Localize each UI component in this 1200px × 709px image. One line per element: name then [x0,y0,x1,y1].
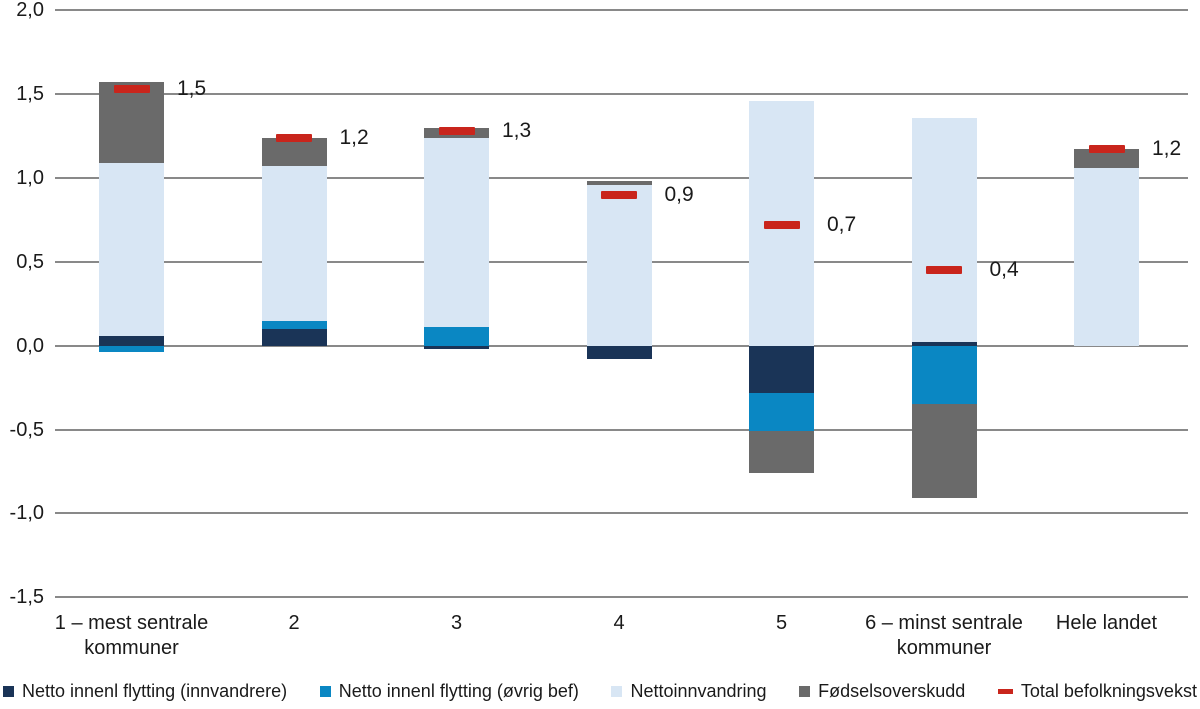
bar-segment [911,117,977,343]
x-category-label: 4 [613,612,625,634]
y-tick-label: -1,0 [9,502,44,525]
y-tick-label: 2,0 [16,0,44,22]
total-marker [438,127,475,136]
bar-segment [1074,167,1139,346]
bar-segment [749,431,814,474]
gridline [55,93,1188,96]
x-category-label: 3 [450,612,463,634]
legend-label: Netto innenl flytting (innvandrere) [22,681,288,701]
bar-segment [586,181,652,185]
x-category-label: 1 – mest sentrale kommuner [54,612,209,659]
legend-square-swatch [799,685,811,697]
legend-dash-swatch [997,688,1013,694]
total-marker [926,266,962,275]
legend-item: Fødselsoverskudd [799,680,965,702]
bar-segment [911,342,977,346]
y-tick-label: 0,0 [16,334,44,357]
gridline [55,512,1188,515]
bar-segment [911,345,977,405]
bar-segment [424,327,489,346]
x-category-label: 6 – minst sentrale kommuner [865,612,1023,659]
bar-segment [749,345,814,393]
total-value-label: 1,3 [502,119,532,143]
legend-label: Fødselsoverskudd [818,681,966,701]
total-value-label: 0,9 [664,182,694,206]
gridline [55,596,1188,599]
bar-segment [586,184,652,346]
legend-item: Netto innenl flytting (øvrig bef) [319,680,579,702]
bar-segment [1074,149,1139,168]
y-tick-label: -0,5 [9,418,44,441]
legend-item: Netto innenl flytting (innvandrere) [3,680,287,702]
legend-label: Nettoinnvandring [630,681,767,701]
bar-segment [99,82,164,163]
bar-segment [424,345,489,350]
total-marker [1088,145,1125,154]
y-tick-label: 0,5 [16,250,44,273]
bar-segment [99,345,164,353]
legend: Netto innenl flytting (innvandrere) Netto… [0,680,1200,702]
bar-segment [261,166,327,321]
total-marker [113,85,150,94]
legend-label: Total befolkningsvekst [1020,681,1197,701]
bar-segment [424,137,489,328]
y-tick-label: -1,5 [9,586,44,609]
bar-segment [261,137,327,167]
gridline [55,428,1188,431]
total-marker [763,220,800,229]
total-marker [601,190,637,199]
total-value-label: 1,2 [1152,137,1182,161]
bar-segment [749,392,814,432]
total-marker [276,133,312,142]
legend-label: Netto innenl flytting (øvrig bef) [338,681,579,701]
total-value-label: 1,2 [339,125,369,149]
total-value-label: 1,5 [177,77,207,101]
bar-segment [911,404,977,499]
gridline [55,9,1188,12]
bar-segment [586,345,652,360]
x-category-label: Hele landet [1055,612,1158,634]
bar-segment [261,328,327,346]
y-tick-label: 1,5 [16,83,44,106]
legend-item: Total befolkningsvekst [997,680,1197,702]
bar-segment [99,162,164,336]
total-value-label: 0,4 [989,258,1019,282]
legend-item: Nettoinnvandring [611,680,767,702]
bar-segment [261,320,327,329]
y-tick-label: 1,0 [16,167,44,189]
legend-square-swatch [319,685,331,697]
x-category-label: 2 [288,612,300,634]
legend-square-swatch [611,685,623,697]
total-value-label: 0,7 [827,212,857,236]
x-category-label: 5 [775,612,788,634]
legend-square-swatch [3,685,14,697]
gridline [55,177,1188,179]
bar-segment [99,335,164,346]
